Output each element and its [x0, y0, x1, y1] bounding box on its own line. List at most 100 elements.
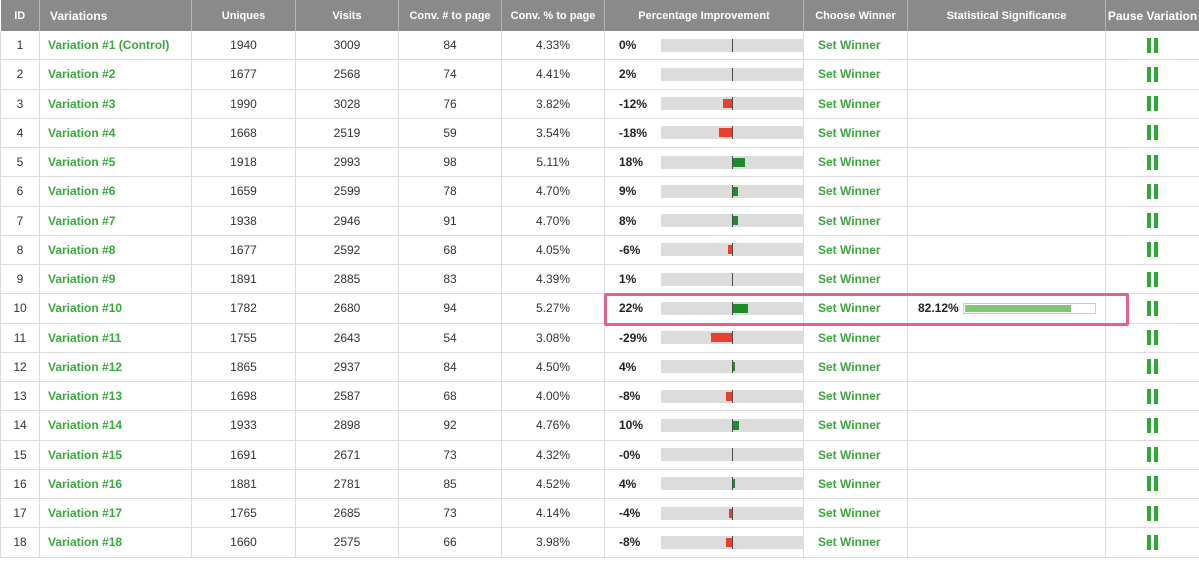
- winner-cell: Set Winner: [803, 323, 908, 353]
- variation-name-link[interactable]: Variation #3: [48, 96, 116, 111]
- pause-icon[interactable]: [1147, 359, 1158, 375]
- set-winner-link[interactable]: Set Winner: [818, 389, 881, 403]
- significance-cell: [907, 235, 1106, 265]
- winner-cell: Set Winner: [803, 527, 908, 558]
- conv-num-cell: 54: [398, 323, 502, 353]
- variation-name-link[interactable]: Variation #14: [48, 418, 123, 433]
- significance-cell: [907, 59, 1106, 90]
- variation-name-link[interactable]: Variation #15: [48, 447, 123, 462]
- improvement-bar: [732, 157, 745, 167]
- improvement-bar-track: [661, 506, 803, 520]
- set-winner-link[interactable]: Set Winner: [818, 272, 881, 286]
- table-row: 13 Variation #13 1698 2587 68 4.00% -8% Set Win…: [0, 381, 1199, 411]
- improvement-baseline: [732, 38, 733, 52]
- variation-name-link[interactable]: Variation #13: [48, 389, 123, 403]
- set-winner-link[interactable]: Set Winner: [818, 184, 881, 199]
- variation-name-link[interactable]: Variation #16: [48, 476, 123, 491]
- column-header-conv-pct[interactable]: Conv. % to page: [501, 0, 605, 31]
- set-winner-link[interactable]: Set Winner: [818, 301, 881, 316]
- table-row: 8 Variation #8 1677 2592 68 4.05% -6% Set Winne…: [0, 235, 1199, 265]
- row-id: 9: [0, 264, 40, 294]
- variation-cell: Variation #16: [39, 469, 192, 499]
- pause-icon[interactable]: [1147, 300, 1158, 316]
- variation-name-link[interactable]: Variation #7: [48, 213, 116, 228]
- winner-cell: Set Winner: [803, 89, 908, 119]
- variation-name-link[interactable]: Variation #18: [48, 535, 123, 550]
- set-winner-link[interactable]: Set Winner: [818, 476, 881, 491]
- pause-icon[interactable]: [1147, 417, 1158, 433]
- variation-name-link[interactable]: Variation #8: [48, 242, 116, 257]
- significance-cell: [907, 352, 1106, 382]
- column-header-variations[interactable]: Variations: [39, 0, 192, 31]
- pause-cell: [1105, 31, 1199, 60]
- set-winner-link[interactable]: Set Winner: [818, 38, 881, 52]
- set-winner-link[interactable]: Set Winner: [818, 125, 881, 140]
- set-winner-link[interactable]: Set Winner: [818, 418, 881, 433]
- set-winner-link[interactable]: Set Winner: [818, 447, 881, 462]
- pause-icon[interactable]: [1147, 476, 1158, 492]
- pause-icon[interactable]: [1147, 125, 1158, 141]
- conv-num-cell: 66: [398, 527, 502, 558]
- variation-name-link[interactable]: Variation #11: [48, 330, 122, 345]
- pause-icon[interactable]: [1147, 388, 1158, 404]
- variation-name-link[interactable]: Variation #1 (Control): [48, 38, 170, 52]
- uniques-cell: 1691: [191, 440, 296, 470]
- set-winner-link[interactable]: Set Winner: [818, 242, 881, 257]
- pause-icon[interactable]: [1147, 330, 1158, 346]
- column-header-significance[interactable]: Statistical Significance: [907, 0, 1106, 31]
- variation-name-link[interactable]: Variation #6: [48, 184, 116, 199]
- set-winner-link[interactable]: Set Winner: [818, 67, 881, 82]
- pause-icon[interactable]: [1147, 154, 1158, 170]
- improvement-bar-track: [661, 38, 803, 52]
- improvement-bar: [732, 479, 735, 489]
- column-header-visits[interactable]: Visits: [295, 0, 399, 31]
- set-winner-link[interactable]: Set Winner: [818, 330, 881, 345]
- pause-icon[interactable]: [1147, 271, 1158, 287]
- pause-cell: [1105, 59, 1199, 90]
- variation-name-link[interactable]: Variation #17: [48, 506, 123, 520]
- pause-icon[interactable]: [1147, 66, 1158, 82]
- set-winner-link[interactable]: Set Winner: [818, 213, 881, 228]
- variation-name-link[interactable]: Variation #9: [48, 272, 116, 286]
- column-header-conv-num[interactable]: Conv. # to page: [398, 0, 502, 31]
- table-row: 18 Variation #18 1660 2575 66 3.98% -8% Set Win…: [0, 527, 1199, 558]
- pause-icon[interactable]: [1147, 37, 1158, 53]
- winner-cell: Set Winner: [803, 59, 908, 90]
- variation-name-link[interactable]: Variation #12: [48, 359, 123, 374]
- improvement-bar-track: [661, 331, 803, 344]
- significance-cell: [907, 498, 1106, 528]
- row-id: 15: [0, 440, 40, 470]
- set-winner-link[interactable]: Set Winner: [818, 155, 881, 169]
- winner-cell: Set Winner: [803, 293, 908, 324]
- visits-cell: 2599: [295, 176, 399, 207]
- row-id: 17: [0, 498, 40, 528]
- column-header-uniques[interactable]: Uniques: [191, 0, 296, 31]
- pause-icon[interactable]: [1147, 505, 1158, 521]
- pause-cell: [1105, 293, 1199, 324]
- pause-icon[interactable]: [1147, 242, 1158, 258]
- improvement-bar-track: [661, 418, 803, 432]
- variation-cell: Variation #15: [39, 440, 192, 470]
- table-row: 10 Variation #10 1782 2680 94 5.27% 22% Set Win…: [0, 293, 1199, 324]
- pause-icon[interactable]: [1147, 96, 1158, 112]
- set-winner-link[interactable]: Set Winner: [818, 359, 881, 374]
- variation-name-link[interactable]: Variation #10: [48, 301, 123, 316]
- visits-cell: 2643: [295, 323, 399, 353]
- set-winner-link[interactable]: Set Winner: [818, 96, 881, 111]
- set-winner-link[interactable]: Set Winner: [818, 535, 881, 550]
- improvement-baseline: [732, 243, 733, 257]
- column-header-id[interactable]: ID: [0, 0, 40, 31]
- variation-name-link[interactable]: Variation #5: [48, 155, 116, 169]
- pause-icon[interactable]: [1147, 447, 1158, 463]
- pause-icon[interactable]: [1147, 213, 1158, 229]
- improvement-cell: 22%: [604, 293, 804, 324]
- visits-cell: 2937: [295, 352, 399, 382]
- variation-name-link[interactable]: Variation #2: [48, 67, 116, 82]
- set-winner-link[interactable]: Set Winner: [818, 506, 881, 520]
- column-header-improvement[interactable]: Percentage Improvement: [604, 0, 804, 31]
- variation-name-link[interactable]: Variation #4: [48, 125, 116, 140]
- pause-icon[interactable]: [1147, 183, 1158, 199]
- pause-icon[interactable]: [1147, 534, 1158, 550]
- visits-cell: 2885: [295, 264, 399, 294]
- improvement-value: -12%: [619, 96, 648, 111]
